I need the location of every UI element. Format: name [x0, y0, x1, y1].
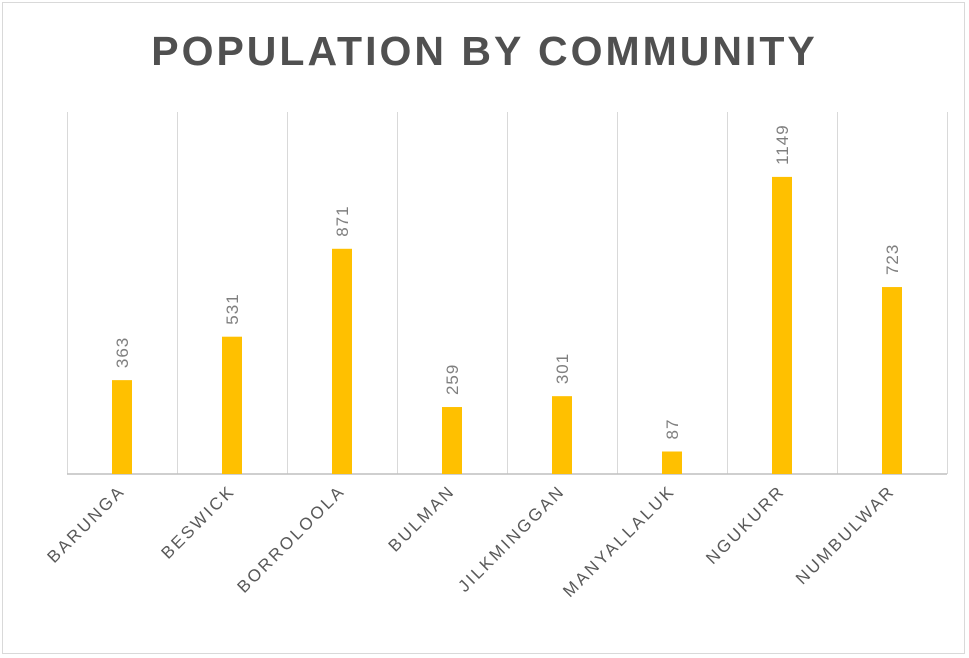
data-label: 87 [663, 419, 682, 440]
data-label: 1149 [773, 124, 792, 165]
x-tick-label: BULMAN [385, 481, 459, 555]
x-tick-label: MANYALLALUK [559, 481, 679, 601]
data-label: 871 [333, 205, 352, 236]
bar-manyallaluk [662, 451, 682, 474]
x-tick-label: BESWICK [158, 481, 239, 562]
bar-bulman [442, 407, 462, 474]
x-tick-label: BARUNGA [44, 481, 129, 566]
x-tick-label: NUMBULWAR [792, 481, 899, 588]
x-tick-label: NGUKURR [702, 481, 789, 568]
bar-barunga [112, 380, 132, 474]
bar-beswick [222, 336, 242, 474]
bar-numbulwar [882, 287, 902, 474]
data-label: 259 [443, 364, 462, 395]
bar-jilkminggan [552, 396, 572, 474]
bar-borroloola [332, 248, 352, 474]
bar-ngukurr [772, 176, 792, 474]
data-label: 363 [113, 337, 132, 368]
x-tick-label: BORROLOOLA [234, 481, 349, 596]
data-label: 723 [883, 244, 902, 275]
data-label: 531 [223, 293, 242, 324]
chart-title: POPULATION BY COMMUNITY [151, 28, 818, 74]
x-tick-label: JILKMINGGAN [454, 481, 568, 595]
data-label: 301 [553, 353, 572, 384]
